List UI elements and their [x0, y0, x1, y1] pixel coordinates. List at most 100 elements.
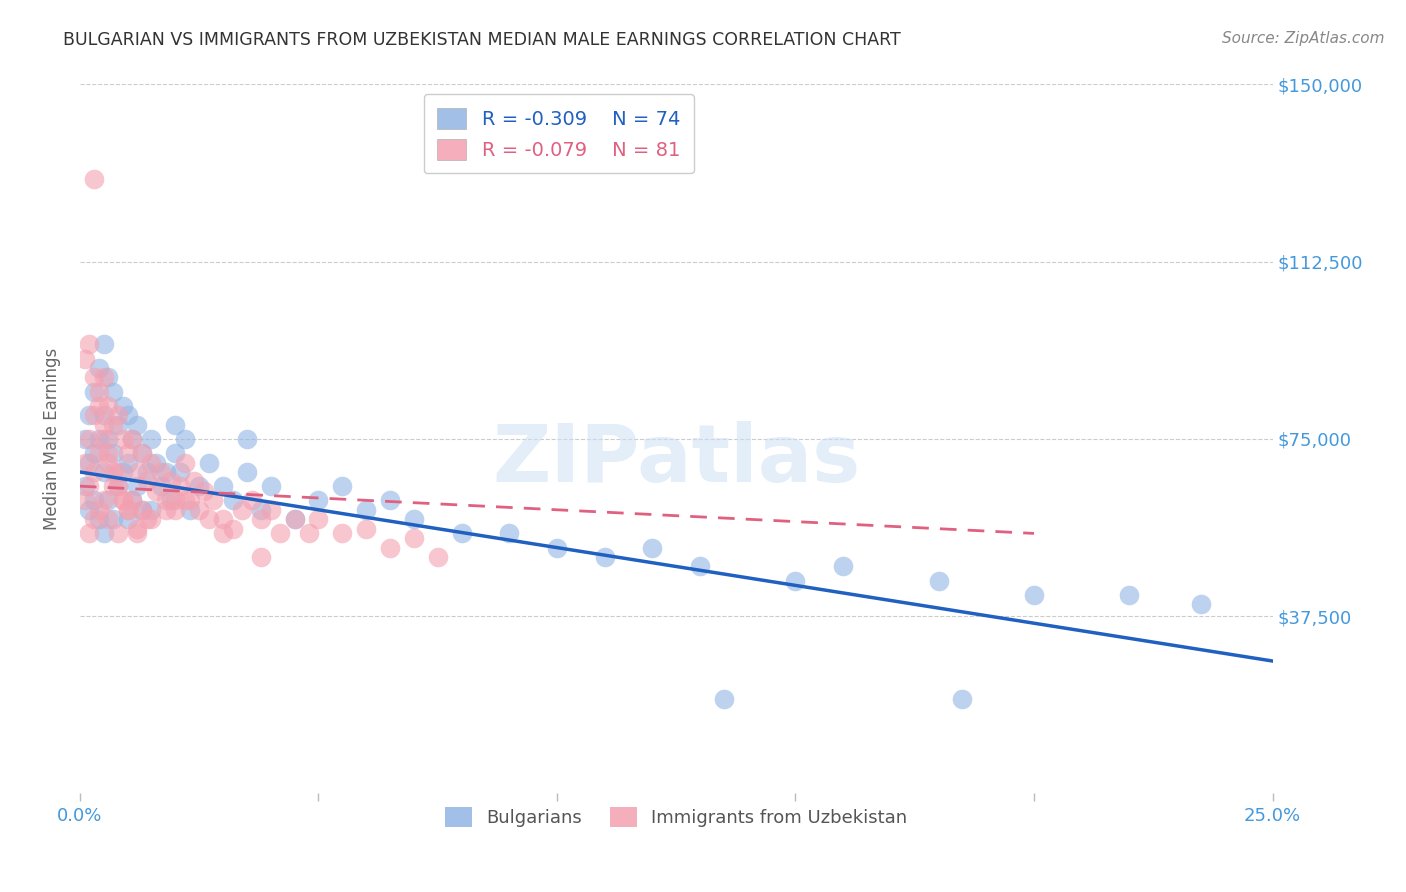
- Point: [135, 512, 157, 526]
- Point: [73, 479, 96, 493]
- Point: [260, 503, 283, 517]
- Point: [260, 479, 283, 493]
- Point: [221, 522, 243, 536]
- Point: [93, 465, 115, 479]
- Point: [87, 446, 110, 460]
- Point: [103, 384, 125, 399]
- Point: [79, 409, 101, 423]
- Point: [173, 456, 195, 470]
- Point: [103, 465, 125, 479]
- Point: [97, 512, 120, 526]
- Point: [79, 526, 101, 541]
- Point: [127, 479, 149, 493]
- Point: [188, 503, 211, 517]
- Point: [73, 351, 96, 366]
- Point: [378, 493, 401, 508]
- Point: [145, 456, 167, 470]
- Point: [79, 479, 101, 493]
- Point: [97, 493, 120, 508]
- Point: [83, 172, 105, 186]
- Point: [103, 446, 125, 460]
- Point: [107, 526, 129, 541]
- Point: [197, 512, 219, 526]
- Point: [107, 465, 129, 479]
- Point: [83, 370, 105, 384]
- Point: [111, 493, 134, 508]
- Point: [127, 417, 149, 432]
- Point: [117, 446, 139, 460]
- Point: [97, 370, 120, 384]
- Point: [250, 549, 273, 564]
- Point: [73, 456, 96, 470]
- Point: [83, 512, 105, 526]
- Point: [212, 479, 235, 493]
- Point: [93, 432, 115, 446]
- Point: [546, 541, 568, 555]
- Point: [87, 384, 110, 399]
- Point: [87, 432, 110, 446]
- Point: [155, 503, 177, 517]
- Point: [131, 503, 153, 517]
- Point: [83, 493, 105, 508]
- Point: [1022, 588, 1045, 602]
- Text: ZIPatlas: ZIPatlas: [492, 421, 860, 500]
- Point: [202, 493, 225, 508]
- Point: [402, 512, 425, 526]
- Point: [111, 432, 134, 446]
- Point: [87, 503, 110, 517]
- Point: [641, 541, 664, 555]
- Point: [83, 465, 105, 479]
- Point: [179, 493, 201, 508]
- Point: [165, 493, 187, 508]
- Point: [117, 503, 139, 517]
- Point: [131, 503, 153, 517]
- Point: [79, 503, 101, 517]
- Point: [283, 512, 305, 526]
- Point: [141, 432, 163, 446]
- Point: [173, 493, 195, 508]
- Point: [689, 559, 711, 574]
- Point: [231, 503, 253, 517]
- Point: [378, 541, 401, 555]
- Point: [928, 574, 950, 588]
- Point: [155, 493, 177, 508]
- Point: [107, 417, 129, 432]
- Point: [117, 503, 139, 517]
- Point: [450, 526, 472, 541]
- Point: [121, 432, 143, 446]
- Point: [121, 432, 143, 446]
- Point: [197, 456, 219, 470]
- Legend: Bulgarians, Immigrants from Uzbekistan: Bulgarians, Immigrants from Uzbekistan: [437, 799, 914, 834]
- Point: [93, 337, 115, 351]
- Point: [212, 512, 235, 526]
- Point: [354, 522, 377, 536]
- Point: [179, 503, 201, 517]
- Point: [307, 512, 329, 526]
- Point: [73, 493, 96, 508]
- Point: [498, 526, 520, 541]
- Point: [117, 456, 139, 470]
- Point: [330, 526, 353, 541]
- Point: [107, 479, 129, 493]
- Point: [103, 417, 125, 432]
- Point: [79, 432, 101, 446]
- Point: [298, 526, 321, 541]
- Point: [149, 479, 172, 493]
- Point: [212, 526, 235, 541]
- Point: [193, 483, 215, 498]
- Point: [169, 465, 191, 479]
- Point: [83, 384, 105, 399]
- Point: [93, 417, 115, 432]
- Point: [713, 691, 735, 706]
- Point: [173, 432, 195, 446]
- Point: [117, 512, 139, 526]
- Point: [283, 512, 305, 526]
- Point: [240, 493, 263, 508]
- Point: [250, 512, 273, 526]
- Point: [117, 409, 139, 423]
- Point: [93, 370, 115, 384]
- Point: [426, 549, 449, 564]
- Text: Source: ZipAtlas.com: Source: ZipAtlas.com: [1222, 31, 1385, 46]
- Point: [97, 456, 120, 470]
- Point: [269, 526, 291, 541]
